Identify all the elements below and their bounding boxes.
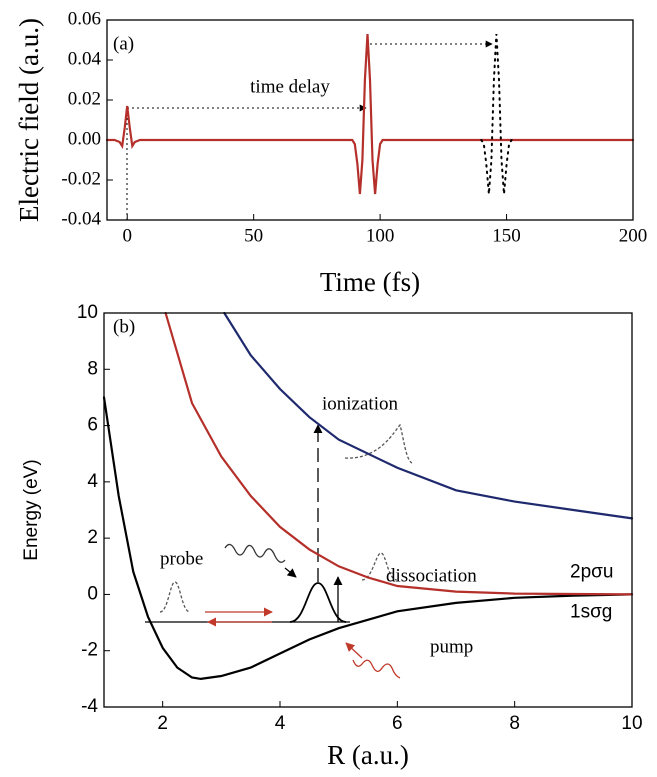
x-axis-title: R (a.u.)	[327, 740, 409, 770]
x-tick-label: 4	[275, 713, 286, 734]
plot-frame	[106, 19, 634, 221]
y-tick-label: -2	[81, 640, 98, 661]
y-tick-label: 0.02	[68, 88, 101, 109]
line	[223, 311, 634, 520]
series-label: 1sσg	[570, 601, 612, 622]
plot-frame	[103, 312, 633, 708]
line	[480, 33, 513, 195]
annotation: dissociation	[386, 565, 477, 586]
x-tick-label: 8	[509, 713, 520, 734]
y-tick-label: 0.04	[68, 48, 102, 69]
x-tick-label: 6	[392, 713, 403, 734]
annotation: pump	[430, 636, 473, 657]
y-tick-label: 6	[87, 415, 98, 436]
y-tick-label: 0.00	[68, 128, 101, 149]
series-label: 2pσu	[570, 561, 613, 582]
y-tick-label: 0	[87, 583, 98, 604]
y-tick-label: -4	[81, 696, 98, 717]
y-tick-label: 0.06	[68, 8, 101, 29]
y-tick-label: -0.04	[61, 208, 101, 229]
y-axis-title: Electric field (a.u.)	[14, 18, 44, 222]
panel-label: (a)	[113, 33, 134, 54]
x-tick-label: 50	[244, 225, 263, 246]
y-tick-label: -0.02	[61, 168, 101, 189]
x-tick-label: 150	[492, 225, 521, 246]
x-tick-label: 200	[619, 225, 648, 246]
panel-label: (b)	[113, 316, 135, 337]
x-tick-label: 100	[366, 225, 395, 246]
x-axis-title: Time (fs)	[320, 267, 420, 297]
annotation: probe	[160, 548, 203, 569]
annotation: time delay	[250, 76, 330, 97]
x-tick-label: 2	[157, 713, 168, 734]
y-tick-label: 8	[87, 358, 98, 379]
y-tick-label: 2	[87, 527, 98, 548]
schematic	[145, 423, 413, 679]
y-tick-label: 10	[77, 302, 98, 323]
annotation: ionization	[322, 393, 398, 414]
x-tick-label: 0	[122, 225, 132, 246]
delay-arrows	[126, 40, 493, 220]
line	[102, 396, 634, 681]
y-axis-title: Energy (eV)	[21, 459, 42, 560]
y-tick-label: 4	[87, 471, 98, 492]
line	[164, 311, 634, 596]
line	[105, 33, 635, 195]
x-tick-label: 10	[621, 713, 642, 734]
